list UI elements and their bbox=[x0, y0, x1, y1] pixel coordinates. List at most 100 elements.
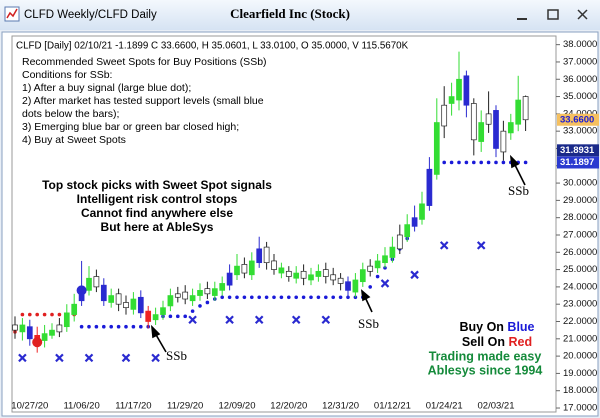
stop-dot bbox=[257, 295, 262, 300]
candle-body bbox=[86, 277, 92, 291]
candle-body bbox=[63, 312, 70, 328]
stop-dot bbox=[94, 324, 99, 329]
stop-dot bbox=[301, 295, 306, 300]
x-tick-label: 12/09/20 bbox=[219, 401, 256, 412]
y-tick-label: 22.0000 bbox=[563, 316, 597, 327]
stop-dot bbox=[309, 295, 313, 300]
candle-body bbox=[359, 269, 366, 283]
note-line: Conditions for SSb: bbox=[22, 69, 112, 81]
legend-buy: Buy On Blue bbox=[459, 320, 534, 334]
x-marker bbox=[18, 353, 27, 363]
info-line: CLFD [Daily] 02/10/21 -1.1899 C 33.6600,… bbox=[16, 41, 409, 52]
price-tag-label: 31.1897 bbox=[560, 157, 594, 168]
candle-body bbox=[19, 324, 26, 333]
candle-body bbox=[448, 96, 455, 104]
note-line: dots below the bars); bbox=[22, 108, 119, 120]
stop-dot bbox=[102, 324, 106, 329]
red-dot bbox=[57, 312, 62, 317]
y-tick-label: 25.0000 bbox=[563, 264, 597, 275]
stop-dot bbox=[464, 160, 469, 165]
candle-body bbox=[308, 274, 314, 281]
stop-dot bbox=[279, 295, 284, 300]
candle-body bbox=[285, 270, 292, 277]
candle-body bbox=[211, 288, 218, 296]
candle-body bbox=[241, 264, 248, 274]
candle-body bbox=[137, 296, 144, 314]
candle-body bbox=[493, 110, 499, 149]
stop-dot bbox=[324, 295, 328, 300]
y-tick-label: 33.0000 bbox=[563, 126, 597, 137]
candle-body bbox=[515, 99, 522, 125]
stop-dot bbox=[472, 160, 476, 165]
app-icon bbox=[4, 6, 20, 22]
tagline: Trading made easy bbox=[429, 349, 542, 363]
x-marker bbox=[254, 315, 264, 325]
x-tick-label: 11/17/20 bbox=[115, 401, 151, 412]
stop-dot bbox=[250, 295, 254, 300]
y-tick-label: 21.0000 bbox=[563, 333, 597, 344]
stop-dot bbox=[442, 160, 447, 165]
maximize-button[interactable] bbox=[547, 9, 559, 20]
title-bar bbox=[0, 0, 600, 30]
candle-body bbox=[456, 78, 462, 101]
stop-dot bbox=[272, 295, 276, 300]
price-tag-label: 33.6600 bbox=[560, 114, 594, 125]
candle-body bbox=[337, 277, 344, 284]
notes: Recommended Sweet Spots for Buy Position… bbox=[22, 56, 267, 146]
ssb-arrows bbox=[150, 154, 526, 353]
window-buttons bbox=[517, 9, 588, 20]
x-marker bbox=[410, 270, 419, 280]
candle-body bbox=[419, 203, 425, 220]
signal-dot bbox=[32, 337, 43, 348]
candle-body bbox=[278, 267, 285, 274]
candle-body bbox=[49, 329, 55, 336]
candle-body bbox=[226, 272, 233, 286]
stop-dot bbox=[457, 160, 461, 165]
candle-body bbox=[441, 104, 448, 127]
candle-body bbox=[248, 260, 255, 276]
candle-body bbox=[485, 113, 492, 125]
stop-dot bbox=[375, 274, 380, 279]
y-tick-label: 20.0000 bbox=[563, 351, 597, 362]
candle-body bbox=[396, 234, 403, 250]
candle-body bbox=[41, 333, 48, 341]
candle-body bbox=[404, 224, 411, 238]
close-button[interactable] bbox=[577, 9, 588, 20]
ssb-label: SSb bbox=[166, 348, 187, 363]
candle-body bbox=[234, 265, 240, 276]
stop-dot bbox=[220, 295, 224, 300]
candle-body bbox=[411, 217, 418, 227]
candle-body bbox=[145, 310, 152, 322]
y-tick-label: 37.0000 bbox=[563, 56, 597, 67]
stop-dot bbox=[205, 300, 210, 305]
red-dot bbox=[35, 312, 39, 317]
x-tick-label: 02/03/21 bbox=[478, 401, 515, 412]
promo-line: Cannot find anywhere else bbox=[81, 206, 233, 220]
candle-body bbox=[433, 122, 440, 175]
y-tick-label: 27.0000 bbox=[563, 230, 597, 241]
stop-dot bbox=[523, 160, 528, 165]
candle-body bbox=[374, 260, 381, 269]
candle-body bbox=[367, 265, 374, 272]
x-marker bbox=[84, 353, 94, 363]
stop-dot bbox=[479, 160, 484, 165]
x-marker bbox=[321, 315, 331, 325]
candle-body bbox=[382, 255, 388, 264]
stop-dot bbox=[264, 295, 269, 300]
stop-dot bbox=[242, 295, 247, 300]
y-tick-label: 17.0000 bbox=[563, 403, 597, 414]
y-tick-label: 24.0000 bbox=[563, 281, 597, 292]
note-line: 4) Buy at Sweet Spots bbox=[22, 134, 126, 146]
x-tick-label: 12/31/20 bbox=[322, 401, 359, 412]
candle-body bbox=[100, 284, 107, 302]
candle-body bbox=[26, 326, 33, 340]
candle-body bbox=[263, 246, 270, 264]
candle-body bbox=[189, 295, 196, 302]
promo-line: Intelligent risk control stops bbox=[77, 192, 238, 206]
candle-body bbox=[478, 122, 485, 142]
candle-body bbox=[315, 270, 322, 277]
promo-line: But here at AbleSys bbox=[101, 220, 214, 234]
stop-dot bbox=[116, 324, 121, 329]
window-title: CLFD Weekly/CLFD Daily bbox=[24, 9, 157, 21]
red-dot bbox=[28, 312, 32, 317]
